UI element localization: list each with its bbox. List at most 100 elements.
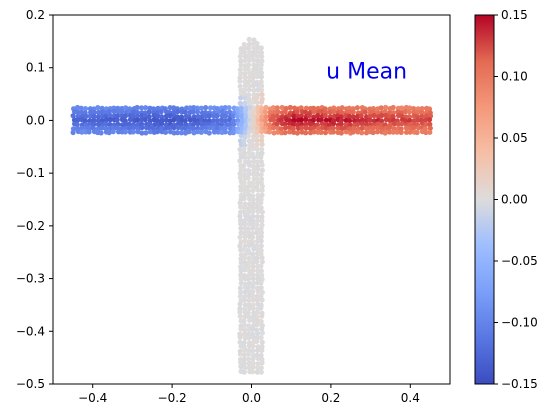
field-point: [222, 105, 228, 111]
field-point: [91, 121, 97, 127]
field-point: [258, 243, 264, 249]
field-point: [237, 313, 243, 319]
field-point: [198, 129, 204, 135]
field-point: [230, 130, 236, 136]
field-point: [339, 125, 345, 131]
field-point: [159, 121, 165, 127]
field-point: [259, 183, 265, 189]
field-point: [130, 113, 136, 119]
field-point: [171, 125, 177, 131]
field-point: [107, 117, 113, 123]
field-point: [371, 113, 377, 119]
field-point: [246, 280, 252, 286]
field-point: [303, 130, 309, 136]
field-point: [237, 146, 243, 152]
field-point: [178, 130, 184, 136]
field-point: [298, 117, 304, 123]
field-point: [262, 118, 268, 124]
field-point: [238, 259, 244, 266]
field-point: [270, 105, 276, 111]
field-point: [237, 175, 243, 181]
field-point: [245, 276, 251, 282]
colorbar-tick-label: 0.10: [501, 70, 528, 84]
field-point: [258, 200, 264, 206]
field-point: [354, 105, 360, 111]
field-point: [274, 105, 280, 111]
y-tick-label: 0.0: [26, 113, 45, 127]
field-point: [419, 113, 425, 119]
field-point: [245, 356, 251, 362]
field-point: [254, 230, 260, 236]
field-point: [310, 125, 317, 131]
field-point: [195, 121, 201, 127]
field-point: [158, 109, 164, 115]
field-point: [135, 129, 141, 135]
field-point: [237, 351, 243, 357]
field-point: [338, 117, 345, 123]
field-point: [246, 365, 252, 371]
field-point: [262, 109, 268, 115]
field-point: [250, 213, 256, 219]
field-point: [322, 130, 329, 136]
field-point: [238, 122, 244, 128]
field-point: [403, 125, 409, 131]
field-point: [242, 154, 248, 160]
field-point: [171, 117, 177, 123]
field-point: [246, 92, 252, 98]
field-point: [146, 109, 152, 115]
field-point: [254, 95, 260, 101]
field-point: [241, 297, 247, 303]
field-point: [250, 99, 256, 105]
field-point: [254, 159, 260, 165]
field-point: [187, 117, 193, 123]
field-point: [399, 105, 405, 111]
field-point: [107, 121, 113, 128]
field-point: [311, 108, 317, 115]
field-point: [283, 125, 289, 131]
field-point: [347, 118, 353, 124]
field-point: [242, 91, 248, 97]
field-point: [251, 167, 257, 173]
field-point: [271, 125, 277, 131]
field-point: [319, 125, 325, 131]
field-point: [250, 343, 256, 349]
field-point: [222, 118, 228, 124]
field-point: [237, 78, 243, 84]
field-point: [250, 297, 256, 303]
field-point: [250, 360, 256, 366]
field-point: [238, 95, 244, 101]
field-point: [411, 106, 417, 112]
field-point: [235, 129, 241, 135]
field-point: [107, 112, 113, 119]
field-point: [250, 225, 256, 231]
field-point: [242, 302, 248, 308]
field-point: [238, 239, 244, 245]
field-point: [346, 105, 352, 111]
field-point: [115, 113, 121, 119]
field-point: [250, 193, 256, 199]
field-point: [237, 200, 243, 206]
field-point: [323, 117, 329, 123]
field-point: [190, 109, 196, 115]
field-point: [242, 365, 248, 371]
field-point: [407, 129, 413, 135]
field-point: [245, 66, 251, 72]
field-point: [259, 326, 265, 332]
field-point: [242, 322, 248, 328]
field-point: [70, 113, 76, 119]
field-point: [259, 344, 265, 350]
field-point: [74, 122, 80, 128]
field-point: [251, 120, 257, 127]
field-point: [210, 118, 216, 124]
field-point: [79, 129, 85, 135]
field-point: [370, 109, 377, 115]
field-point: [423, 129, 429, 136]
field-point: [407, 105, 413, 111]
field-point: [251, 154, 257, 160]
x-tick-label: −0.2: [158, 391, 187, 405]
field-point: [275, 109, 281, 115]
field-point: [294, 109, 300, 115]
field-point: [122, 113, 128, 119]
field-point: [241, 138, 247, 144]
field-point: [167, 113, 173, 119]
